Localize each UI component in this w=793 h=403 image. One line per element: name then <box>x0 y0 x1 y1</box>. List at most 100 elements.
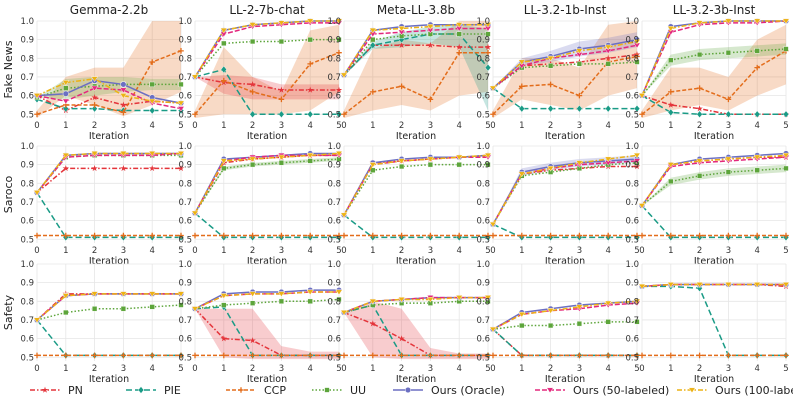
y-tick-label: 0.7 <box>625 316 639 326</box>
data-point-ccp <box>34 111 40 118</box>
panel-2-4: 0.5 0.6 0.7 0.8 0.9 1.0 0 1 2 3 4 5 Iteration <box>625 260 790 385</box>
data-point-ccp <box>427 352 434 359</box>
data-point-ccp <box>783 232 789 239</box>
data-point-ours-100-labeled <box>696 282 704 288</box>
data-point-ours-100-labeled <box>753 154 761 161</box>
series-line-pie <box>492 223 637 239</box>
data-point-ours-100-labeled <box>369 162 377 168</box>
y-tick-label: 0.7 <box>178 198 192 208</box>
data-point-ours-100-labeled <box>575 160 583 166</box>
row-label-1: Saroco <box>2 175 15 213</box>
y-tick-label: 0.7 <box>327 73 341 83</box>
data-point-ours-100-labeled <box>340 72 348 79</box>
data-point-ccp <box>341 111 347 118</box>
x-tick-label: 5 <box>634 121 639 131</box>
data-point-uu <box>178 302 184 308</box>
y-tick-label: 0.8 <box>625 54 639 64</box>
data-point-ccp <box>178 48 184 54</box>
confidence-band-ccp <box>344 21 488 118</box>
data-point-pie <box>91 104 98 113</box>
data-point-uu <box>307 298 313 304</box>
data-point-ours-100-labeled <box>518 59 526 66</box>
series-line-pn <box>343 44 488 76</box>
data-point-ours-100-labeled <box>277 154 285 161</box>
panel-0-4: LL-3.2-3b-Inst 0.5 0.6 0.7 0.8 0.9 1.0 0 1 2 3 4 5 It… <box>625 3 790 142</box>
data-point-ccp <box>696 232 703 239</box>
series-line-pie <box>492 87 637 110</box>
series-line-ours-50-labeled <box>343 156 488 216</box>
data-point-ccp <box>221 232 227 239</box>
data-point-ours-100-labeled <box>489 326 497 333</box>
series-line-pn <box>194 308 339 357</box>
y-tick-label: 0.9 <box>20 279 34 289</box>
data-point-ours-100-labeled <box>398 297 406 303</box>
x-axis-label: Iteration <box>694 131 734 142</box>
y-tick-label: 0.7 <box>625 73 639 83</box>
data-point-ccp <box>456 49 462 56</box>
plot-area <box>489 298 641 360</box>
data-point-ccp <box>249 352 256 359</box>
x-tick-label: 4 <box>605 364 610 374</box>
data-point-pie <box>754 110 761 118</box>
y-tick-label: 0.9 <box>476 161 490 171</box>
x-tick-label: 0 <box>490 364 495 374</box>
series-line-pie <box>36 319 181 357</box>
data-point-ccp <box>341 352 347 359</box>
series-line-uu <box>343 300 488 314</box>
data-point-ours-50-labeled <box>633 158 641 165</box>
data-point-ours-100-labeled <box>667 26 675 32</box>
data-point-ccp <box>485 352 491 359</box>
x-tick-label: 2 <box>92 121 97 131</box>
x-tick-label: 2 <box>697 121 702 131</box>
x-tick-label: 1 <box>221 246 226 256</box>
confidence-band-ccp <box>37 21 181 118</box>
data-point-ccp <box>547 232 554 239</box>
plot-area <box>340 151 492 242</box>
series-line-ours-100-labeled <box>641 154 787 207</box>
data-point-ccp <box>427 232 434 239</box>
data-point-ours-100-labeled <box>33 93 41 99</box>
data-point-ccp <box>221 77 227 84</box>
data-point-ours-100-labeled <box>724 282 732 288</box>
x-axis-label: Iteration <box>545 256 585 267</box>
series-line-ours-100-labeled <box>343 154 489 216</box>
y-tick-label: 1.0 <box>178 142 192 152</box>
legend-item-pn: PN <box>30 384 83 397</box>
y-tick-label: 0.7 <box>20 316 34 326</box>
data-point-uu <box>221 302 227 308</box>
legend-label: PIE <box>164 384 181 397</box>
data-point-pie <box>369 41 376 49</box>
data-point-ours-100-labeled <box>604 44 612 51</box>
data-point-ccp <box>370 89 376 95</box>
data-point-uu <box>249 162 256 168</box>
x-tick-label: 3 <box>577 246 582 256</box>
y-tick-label: 0.8 <box>20 54 34 64</box>
series-line-ours-100-labeled <box>641 20 786 96</box>
y-tick-label: 0.5 <box>178 353 192 363</box>
data-point-ccp <box>149 352 155 359</box>
x-tick-label: 0 <box>639 246 644 256</box>
y-tick-label: 0.8 <box>178 297 192 307</box>
series-line-pn <box>492 53 638 89</box>
x-tick-label: 5 <box>783 246 788 256</box>
data-point-pie <box>605 104 612 113</box>
series-line-ccp <box>641 50 787 115</box>
y-tick-label: 0.9 <box>625 279 639 289</box>
data-point-uu <box>456 162 462 168</box>
x-tick-label: 0 <box>490 246 495 256</box>
confidence-band-uu <box>195 157 339 214</box>
data-point-pn <box>120 101 127 108</box>
y-tick-label: 0.9 <box>178 279 192 289</box>
data-point-pn <box>667 101 675 108</box>
data-point-ours-100-labeled <box>177 100 185 107</box>
data-point-ccp <box>370 232 376 239</box>
data-point-ccp <box>490 352 496 359</box>
data-point-ours-100-labeled <box>604 300 612 307</box>
plot-area <box>33 290 185 360</box>
x-axis-label: Iteration <box>89 131 129 142</box>
y-tick-label: 1.0 <box>20 142 34 152</box>
y-tick-label: 1.0 <box>178 260 192 270</box>
data-point-ccp <box>91 232 98 239</box>
